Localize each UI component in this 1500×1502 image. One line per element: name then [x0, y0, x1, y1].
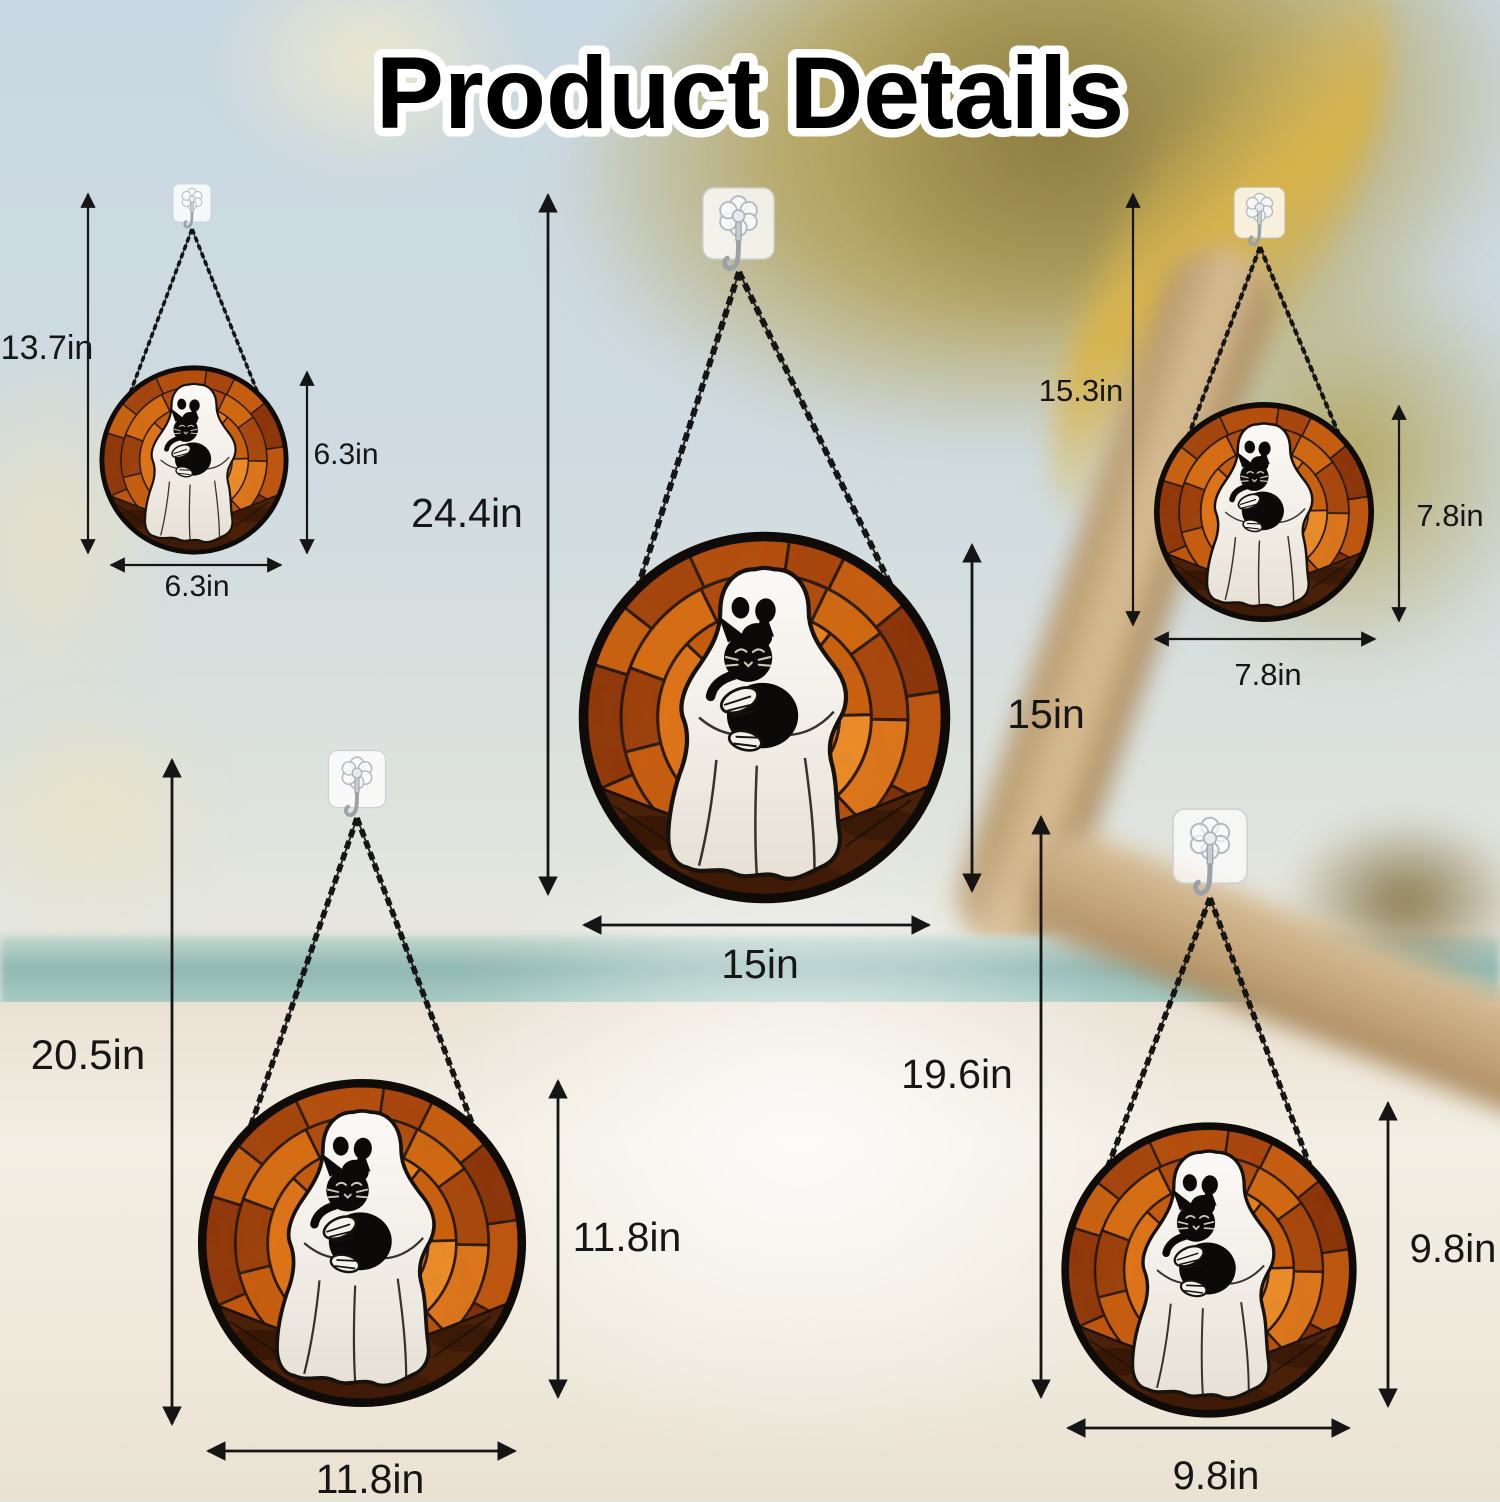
measurement-label-panel-height: 9.8in: [1409, 1227, 1497, 1271]
adhesive-wall-hook-icon: [172, 183, 212, 231]
suncatcher-ornament-bottom-right: [1056, 1117, 1362, 1423]
measurement-label-total-height: 15.3in: [1038, 373, 1124, 408]
measurement-label-panel-height: 7.8in: [1416, 498, 1484, 533]
page-title: Product Details: [367, 28, 1132, 159]
adhesive-wall-hook-icon: [1171, 807, 1249, 901]
measurement-label-panel-width: 11.8in: [315, 1456, 425, 1502]
measurement-label-panel-width: 15in: [721, 941, 799, 987]
suncatcher-ornament-center: [572, 525, 957, 910]
measurement-label-total-height: 19.6in: [901, 1051, 1013, 1097]
adhesive-wall-hook-icon: [1233, 186, 1286, 250]
measurement-label-panel-width: 7.8in: [1234, 657, 1302, 692]
double-headed-measure-arrow-icon: [80, 192, 1407, 1461]
suncatcher-ornament-bottom-left: [192, 1073, 532, 1413]
palm-frond: [0, 680, 240, 940]
measurement-label-panel-height: 11.8in: [572, 1214, 682, 1260]
measurement-label-panel-height: 6.3in: [313, 438, 379, 471]
suncatcher-ornament-top-right: [1150, 398, 1378, 626]
measurement-label-panel-height: 15in: [1007, 691, 1085, 737]
suncatcher-ornament-top-left: [96, 362, 292, 558]
adhesive-wall-hook-icon: [701, 186, 776, 276]
hanging-chain-icon: [127, 228, 1342, 1170]
page-title-text: Product Details: [376, 36, 1124, 150]
measurement-label-panel-width: 9.8in: [1172, 1454, 1260, 1498]
measurement-label-total-height: 20.5in: [30, 1031, 146, 1078]
measurement-label-panel-width: 6.3in: [164, 570, 230, 603]
adhesive-wall-hook-icon: [327, 749, 387, 821]
measurement-label-total-height: 24.4in: [411, 490, 523, 536]
measurement-label-total-height: 13.7in: [0, 329, 94, 367]
